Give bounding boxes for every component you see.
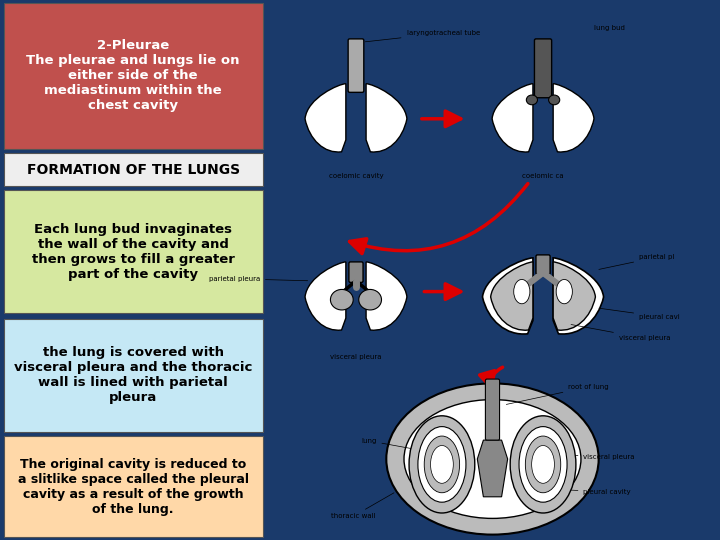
Ellipse shape — [519, 427, 567, 502]
Ellipse shape — [510, 416, 576, 513]
Text: FORMATION OF THE LUNGS: FORMATION OF THE LUNGS — [27, 163, 240, 177]
FancyBboxPatch shape — [4, 190, 263, 313]
Text: thoracic wall: thoracic wall — [330, 493, 394, 519]
FancyBboxPatch shape — [4, 436, 263, 537]
Text: pleural cavity: pleural cavity — [549, 489, 631, 495]
Text: coelomic ca: coelomic ca — [522, 173, 564, 179]
Text: lung bud: lung bud — [593, 25, 624, 31]
Ellipse shape — [526, 436, 561, 492]
PathPatch shape — [366, 262, 407, 330]
Ellipse shape — [387, 383, 598, 535]
Polygon shape — [477, 440, 508, 497]
Ellipse shape — [431, 446, 454, 483]
Ellipse shape — [531, 446, 554, 483]
Ellipse shape — [549, 95, 559, 105]
Text: The original cavity is reduced to
a slitlike space called the pleural
cavity as : The original cavity is reduced to a slit… — [18, 457, 248, 516]
Text: the lung is covered with
visceral pleura and the thoracic
wall is lined with par: the lung is covered with visceral pleura… — [14, 346, 253, 404]
PathPatch shape — [553, 84, 594, 152]
PathPatch shape — [490, 262, 533, 330]
PathPatch shape — [553, 262, 595, 330]
Ellipse shape — [424, 436, 459, 492]
FancyBboxPatch shape — [485, 379, 500, 440]
Text: visceral pleura: visceral pleura — [571, 325, 670, 341]
Text: 2-Pleurae
The pleurae and lungs lie on
either side of the
mediastinum within the: 2-Pleurae The pleurae and lungs lie on e… — [27, 39, 240, 112]
PathPatch shape — [553, 258, 603, 334]
Ellipse shape — [330, 289, 354, 310]
Ellipse shape — [359, 289, 382, 310]
PathPatch shape — [305, 262, 346, 330]
Text: lung: lung — [361, 438, 421, 450]
FancyBboxPatch shape — [4, 319, 263, 432]
Text: parietal pl: parietal pl — [599, 254, 675, 269]
FancyBboxPatch shape — [534, 39, 552, 98]
Text: Each lung bud invaginates
the wall of the cavity and
then grows to fill a greate: Each lung bud invaginates the wall of th… — [32, 222, 235, 281]
Ellipse shape — [526, 95, 537, 105]
PathPatch shape — [482, 258, 533, 334]
Ellipse shape — [409, 416, 474, 513]
Text: visceral pleura: visceral pleura — [330, 354, 382, 360]
PathPatch shape — [492, 84, 533, 152]
FancyBboxPatch shape — [536, 255, 550, 274]
Text: root of lung: root of lung — [506, 384, 609, 404]
Ellipse shape — [556, 280, 572, 303]
Text: coelomic cavity: coelomic cavity — [328, 173, 383, 179]
PathPatch shape — [305, 84, 346, 152]
FancyBboxPatch shape — [348, 39, 364, 92]
Text: pleural cavi: pleural cavi — [599, 308, 680, 320]
Ellipse shape — [418, 427, 466, 502]
PathPatch shape — [366, 84, 407, 152]
Text: parietal pleura: parietal pleura — [209, 276, 307, 282]
Text: laryngotracheal tube: laryngotracheal tube — [365, 30, 480, 42]
Ellipse shape — [513, 280, 530, 303]
FancyBboxPatch shape — [4, 153, 263, 186]
Text: visceral pleura: visceral pleura — [539, 454, 635, 460]
Ellipse shape — [404, 400, 581, 518]
FancyBboxPatch shape — [349, 262, 363, 282]
FancyBboxPatch shape — [4, 3, 263, 148]
